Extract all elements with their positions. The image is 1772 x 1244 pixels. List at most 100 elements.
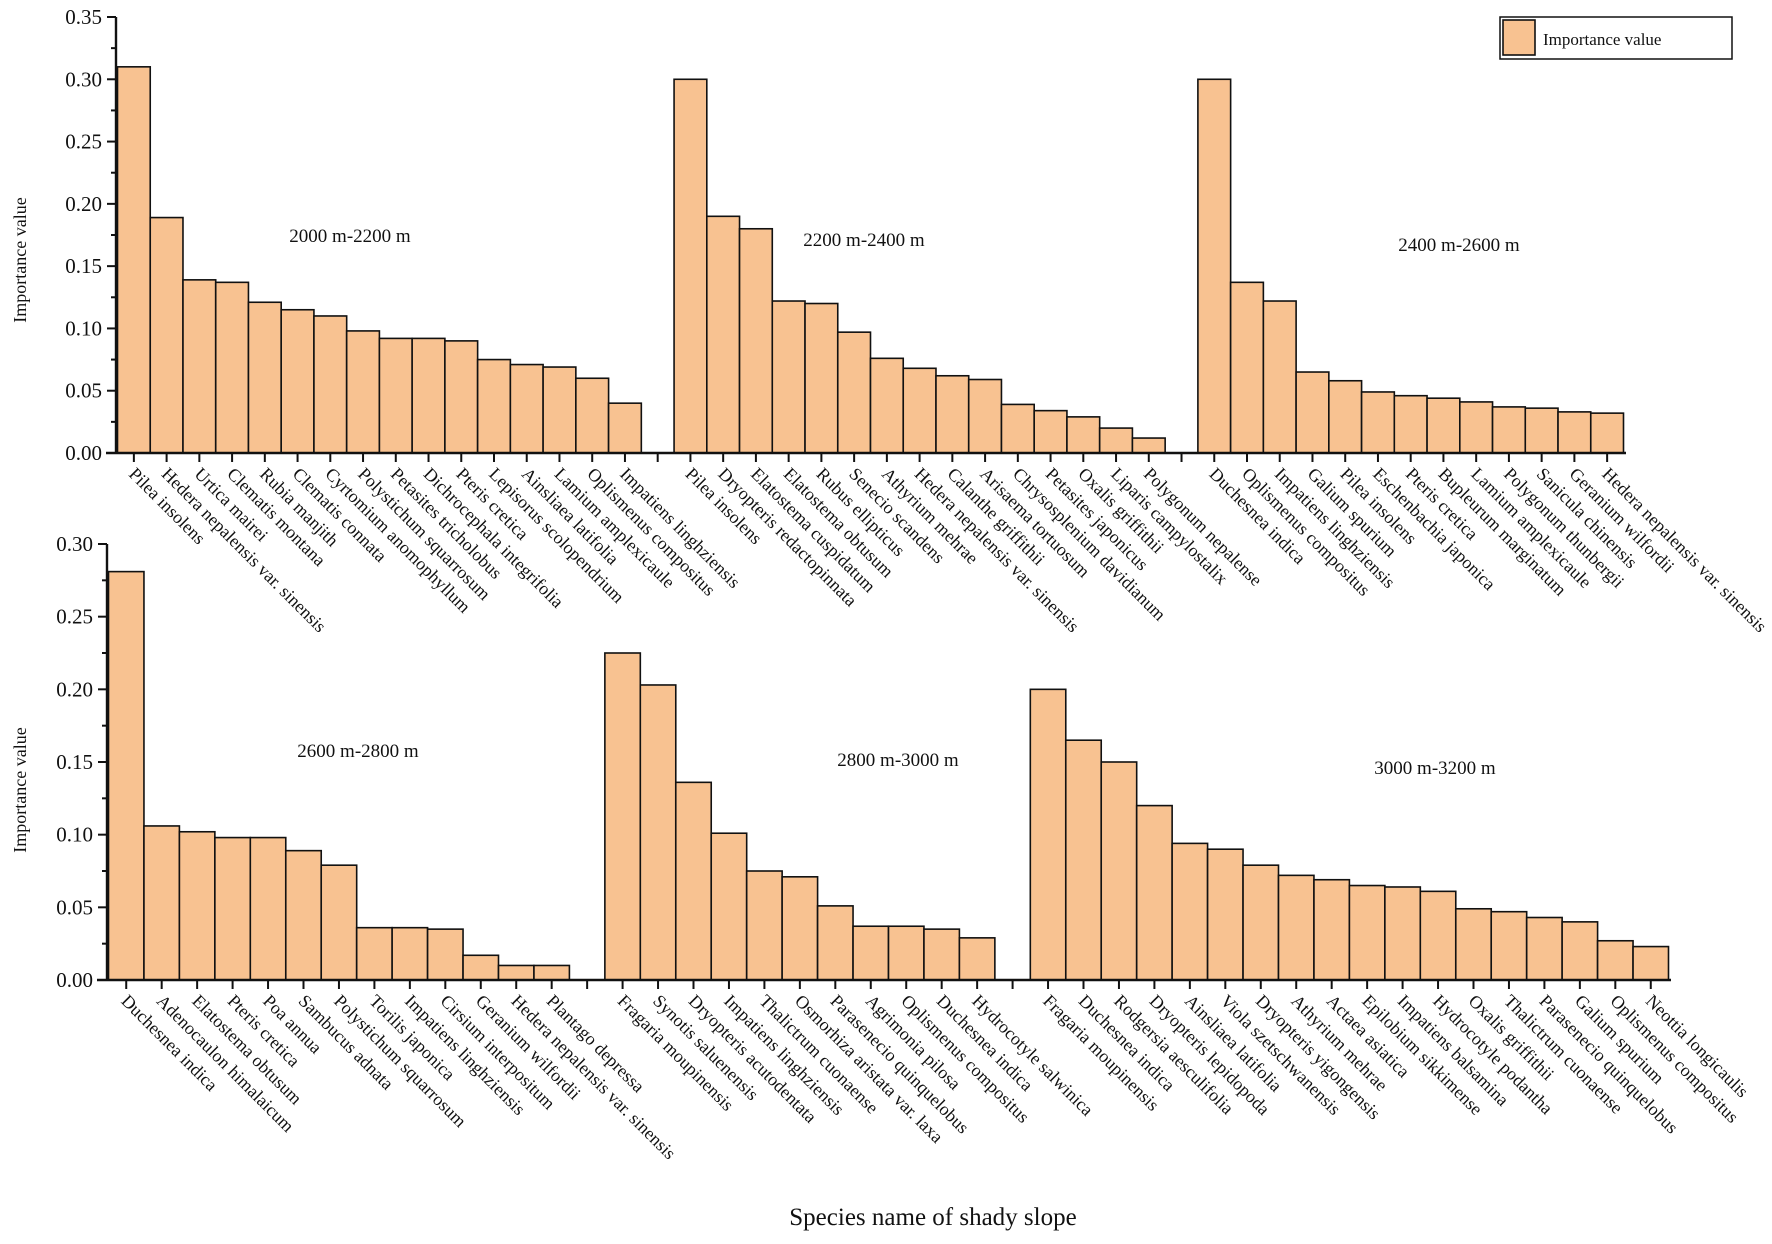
bar <box>1033 409 1068 454</box>
bar <box>1348 884 1386 981</box>
bar <box>247 301 282 454</box>
bar <box>214 281 250 454</box>
bar <box>313 315 348 454</box>
bar <box>1491 406 1527 454</box>
bar <box>1131 437 1166 454</box>
bar <box>214 836 252 981</box>
bar <box>509 363 544 454</box>
y-tick-label: 0.00 <box>65 441 102 465</box>
bar <box>673 78 708 454</box>
bar <box>738 227 774 454</box>
bar <box>1426 397 1461 454</box>
bar <box>116 66 152 454</box>
legend-swatch <box>1502 19 1536 56</box>
bar <box>320 864 358 981</box>
bar <box>1490 910 1528 981</box>
bar <box>804 302 839 454</box>
bar <box>1524 407 1559 454</box>
bar <box>378 337 413 454</box>
bar <box>1229 281 1265 454</box>
bar <box>497 964 535 981</box>
y-tick-label: 0.15 <box>56 750 93 774</box>
bar <box>639 684 677 981</box>
bar <box>706 215 741 454</box>
bar <box>607 402 643 454</box>
y-tick-label: 0.05 <box>65 379 102 403</box>
bar <box>284 849 323 981</box>
bar <box>1454 907 1493 981</box>
bar <box>1557 411 1592 454</box>
legend-box <box>1499 16 1733 60</box>
bar <box>967 378 1003 454</box>
bar <box>781 876 819 981</box>
bar <box>533 964 571 981</box>
elevation-band-label: 2200 m-2400 m <box>803 230 925 251</box>
bar <box>149 216 184 454</box>
bar <box>1064 739 1103 981</box>
bar <box>674 781 713 981</box>
y-tick-label: 0.10 <box>56 823 93 847</box>
bar <box>1384 886 1422 981</box>
bar <box>476 358 512 454</box>
bar <box>1029 688 1067 981</box>
bar <box>542 366 577 454</box>
bar <box>852 925 890 981</box>
y-tick-label: 0.10 <box>65 316 102 340</box>
bar <box>1000 403 1035 454</box>
y-tick-label: 0.05 <box>56 895 93 919</box>
bar <box>444 340 479 454</box>
y-tick-label: 0.25 <box>56 605 93 629</box>
bar <box>345 330 381 454</box>
bar <box>923 928 961 981</box>
bar <box>836 331 872 454</box>
bar <box>280 308 315 454</box>
y-tick-label: 0.35 <box>65 5 102 29</box>
bar <box>958 937 996 981</box>
bar <box>1206 848 1244 981</box>
bar <box>411 337 446 454</box>
y-tick-label: 0.20 <box>56 677 93 701</box>
bar <box>1066 416 1101 454</box>
bar <box>1242 864 1280 981</box>
bar <box>249 836 287 981</box>
y-tick-label: 0.20 <box>65 192 102 216</box>
bar <box>902 367 937 454</box>
elevation-band-label: 2600 m-2800 m <box>297 741 419 762</box>
y-tick-label: 0.15 <box>65 254 102 278</box>
bar <box>1632 945 1670 981</box>
legend-label: Importance value <box>1543 30 1661 49</box>
bar <box>182 279 217 454</box>
bar <box>1171 842 1209 981</box>
y-tick-label: 0.30 <box>65 67 102 91</box>
bar <box>1459 401 1494 454</box>
bar <box>1277 874 1315 981</box>
bar <box>710 832 748 981</box>
bar <box>887 925 925 981</box>
bar <box>1135 804 1173 981</box>
bar <box>1100 761 1138 981</box>
elevation-band-label: 2000 m-2200 m <box>289 226 411 247</box>
bar <box>426 928 464 981</box>
bar <box>1295 371 1330 454</box>
elevation-band-label: 2800 m-3000 m <box>837 750 959 771</box>
bar <box>1419 890 1457 981</box>
bar <box>1328 379 1363 454</box>
x-axis-title: Species name of shady slope <box>789 1204 1076 1231</box>
bar <box>604 652 642 981</box>
bar <box>745 870 783 981</box>
bar <box>462 954 500 981</box>
bar <box>1313 878 1351 981</box>
bar <box>1262 300 1297 454</box>
bar <box>355 926 393 981</box>
y-tick-label: 0.30 <box>56 532 93 556</box>
bar <box>816 905 854 981</box>
bar <box>869 357 905 454</box>
bar <box>1393 394 1428 454</box>
bar <box>1360 391 1396 454</box>
y-axis-title: Importance value <box>10 197 30 322</box>
elevation-band-label: 2400 m-2600 m <box>1398 235 1520 256</box>
bar <box>143 825 181 981</box>
